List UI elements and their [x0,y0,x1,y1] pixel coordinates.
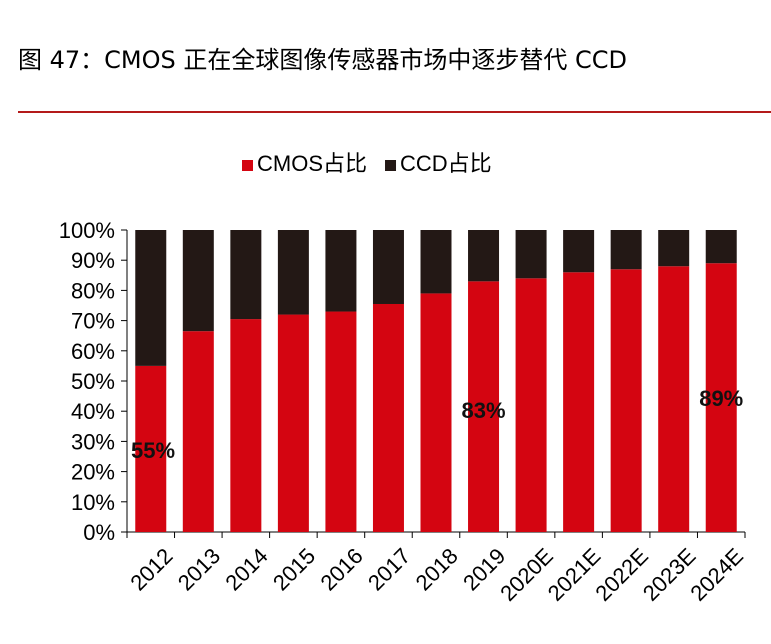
x-tick-label: 2018 [411,543,463,595]
bar-ccd [420,230,452,294]
bar-ccd [705,230,737,264]
data-label: 83% [462,398,506,423]
x-tick-label: 2022E [590,543,653,606]
x-tick-label: 2012 [125,543,177,595]
y-tick-label: 70% [71,309,115,334]
x-tick-label: 2013 [173,543,225,595]
x-tick-label: 2021E [543,543,606,606]
bar-ccd [135,230,167,366]
y-tick-label: 60% [71,339,115,364]
bar-ccd [610,230,642,270]
y-tick-label: 10% [71,490,115,515]
y-tick-label: 20% [71,460,115,485]
bar-cmos [658,266,690,532]
chart-legend: CMOS占比 CCD占比 [242,151,492,176]
legend-label-0: CMOS占比 [257,151,367,176]
bar-ccd [182,230,214,332]
y-tick-label: 30% [71,429,115,454]
bar-cmos [515,278,547,532]
x-tick-label: 2024E [685,543,748,606]
bar-ccd [658,230,690,267]
x-axis: 201220132014201520162017201820192020E202… [125,531,748,606]
x-tick-label: 2020E [495,543,558,606]
figure-title: 图 47：CMOS 正在全球图像传感器市场中逐步替代 CCD [18,46,628,74]
y-tick-label: 0% [83,520,115,545]
y-tick-label: 40% [71,399,115,424]
annotations-group: 55% 83% 89% [131,386,743,463]
bar-ccd [277,230,309,315]
title-divider [18,111,771,113]
bar-cmos [372,303,404,532]
bar-series-group [135,230,737,532]
y-tick-label: 50% [71,369,115,394]
bar-cmos [468,281,500,532]
bar-cmos [610,269,642,532]
x-tick-label: 2015 [268,543,320,595]
legend-swatch-1 [385,160,397,171]
bar-cmos [563,272,595,532]
bar-cmos [325,311,357,532]
y-axis: 0% 10% 20% 30% 40% 50% 60% 70% 80% 90% 100% [59,218,128,545]
y-tick-label: 100% [59,218,115,243]
bar-cmos [182,331,214,532]
bar-cmos [420,293,452,532]
legend-swatch-0 [242,160,253,171]
x-tick-label: 2023E [638,543,701,606]
data-label: 55% [131,438,175,463]
bar-ccd [563,230,595,273]
bar-ccd [325,230,357,312]
x-tick-label: 2017 [363,543,415,595]
x-tick-label: 2016 [315,543,367,595]
x-tick-label: 2014 [220,543,272,595]
bar-ccd [468,230,500,282]
bar-ccd [515,230,547,279]
y-tick-label: 80% [71,278,115,303]
bar-cmos [277,314,309,532]
y-tick-label: 90% [71,248,115,273]
bar-ccd [230,230,262,320]
data-label: 89% [699,386,743,411]
bar-ccd [372,230,404,304]
bar-cmos [230,319,262,532]
bar-cmos [705,263,737,532]
bar-cmos [135,365,167,532]
legend-label-1: CCD占比 [400,151,492,176]
